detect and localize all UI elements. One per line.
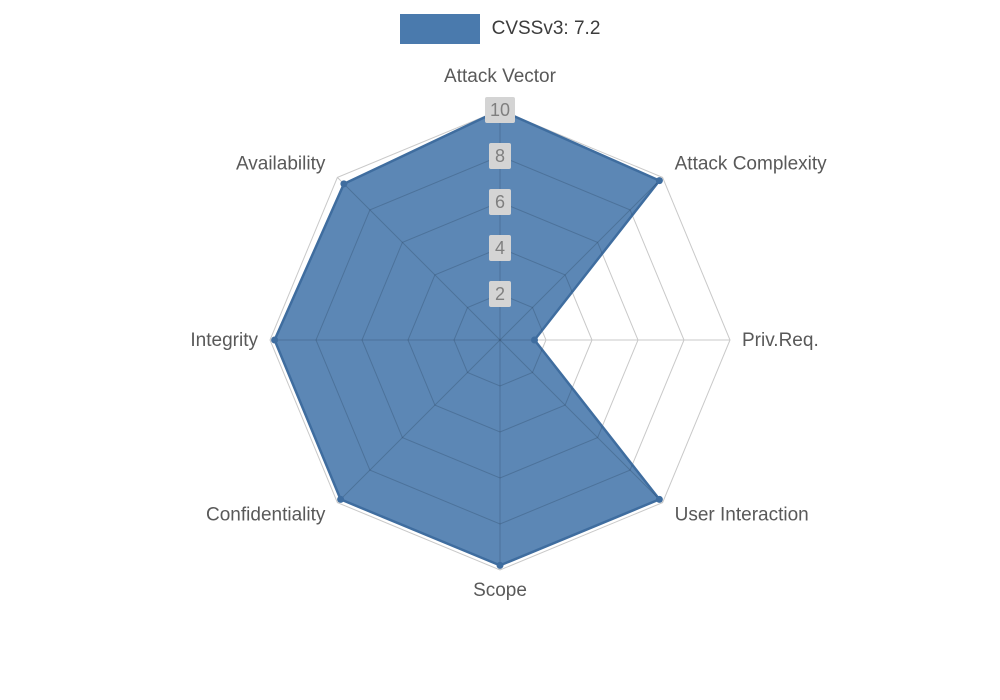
axis-label-integrity: Integrity	[190, 330, 258, 351]
series-point-priv-req-	[531, 336, 538, 344]
series-point-availability	[340, 180, 348, 188]
axis-label-availability: Availability	[236, 153, 326, 174]
series-point-scope	[496, 561, 504, 569]
tick-box	[489, 143, 511, 169]
tick-box	[489, 281, 511, 307]
tick-box	[489, 235, 511, 261]
axis-label-confidentiality: Confidentiality	[206, 505, 326, 526]
legend-label: CVSSv3: 7.2	[491, 18, 601, 39]
tick-label: 2	[495, 284, 505, 304]
tick-label: 10	[490, 100, 510, 120]
axis-label-user-interaction: User Interaction	[675, 505, 809, 526]
tick-label: 8	[495, 146, 505, 166]
series-point-integrity	[271, 336, 279, 344]
axis-label-attack-vector: Attack Vector	[444, 66, 557, 87]
tick-box	[485, 97, 515, 123]
tick-label: 6	[495, 192, 505, 212]
axis-label-priv-req-: Priv.Req.	[742, 330, 819, 351]
legend-swatch	[399, 14, 480, 44]
tick-label: 4	[495, 238, 505, 258]
series-point-user-interaction	[655, 495, 663, 503]
series-point-attack-complexity	[655, 177, 663, 185]
radar-series-polygon	[273, 108, 661, 567]
series-point-confidentiality	[337, 495, 345, 503]
axis-label-scope: Scope	[473, 580, 527, 601]
axis-label-attack-complexity: Attack Complexity	[675, 153, 828, 174]
chart-legend: CVSSv3: 7.2	[0, 14, 1000, 44]
tick-box	[489, 189, 511, 215]
